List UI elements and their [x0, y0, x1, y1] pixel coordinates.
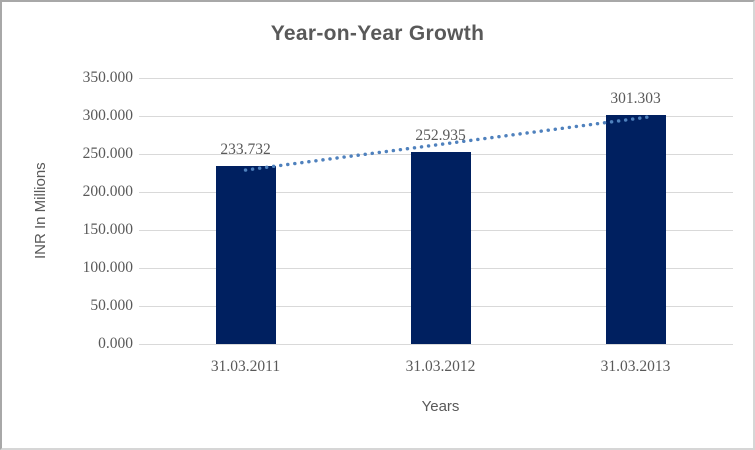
y-tick-label: 300.000 [82, 107, 133, 124]
gridline [139, 77, 733, 79]
y-tick-label: 50.000 [90, 297, 133, 314]
y-tick-label: 150.000 [82, 221, 133, 238]
data-label: 233.732 [220, 141, 271, 159]
y-tick-label: 200.000 [82, 183, 133, 200]
x-axis-title: Years [421, 398, 460, 415]
y-tick-label: 250.000 [82, 145, 133, 162]
trendline-segment [243, 114, 654, 172]
chart-title: Year-on-Year Growth [270, 22, 485, 45]
y-tick-label: 0.000 [98, 335, 133, 352]
y-tick-label: 350.000 [82, 69, 133, 86]
gridline [139, 343, 733, 345]
x-tick-label: 31.03.2011 [210, 358, 281, 375]
trendline [243, 114, 654, 172]
gridline [139, 115, 733, 117]
bar-31.03.2013[interactable] [605, 115, 666, 344]
bar-31.03.2011[interactable] [215, 166, 276, 344]
x-tick-label: 31.03.2013 [600, 358, 671, 375]
data-label: 252.935 [415, 126, 466, 144]
bar-31.03.2012[interactable] [410, 151, 471, 344]
plot-area [139, 77, 733, 345]
x-tick-label: 31.03.2012 [405, 358, 476, 375]
data-label: 301.303 [610, 90, 661, 107]
y-tick-label: 100.000 [82, 259, 133, 276]
